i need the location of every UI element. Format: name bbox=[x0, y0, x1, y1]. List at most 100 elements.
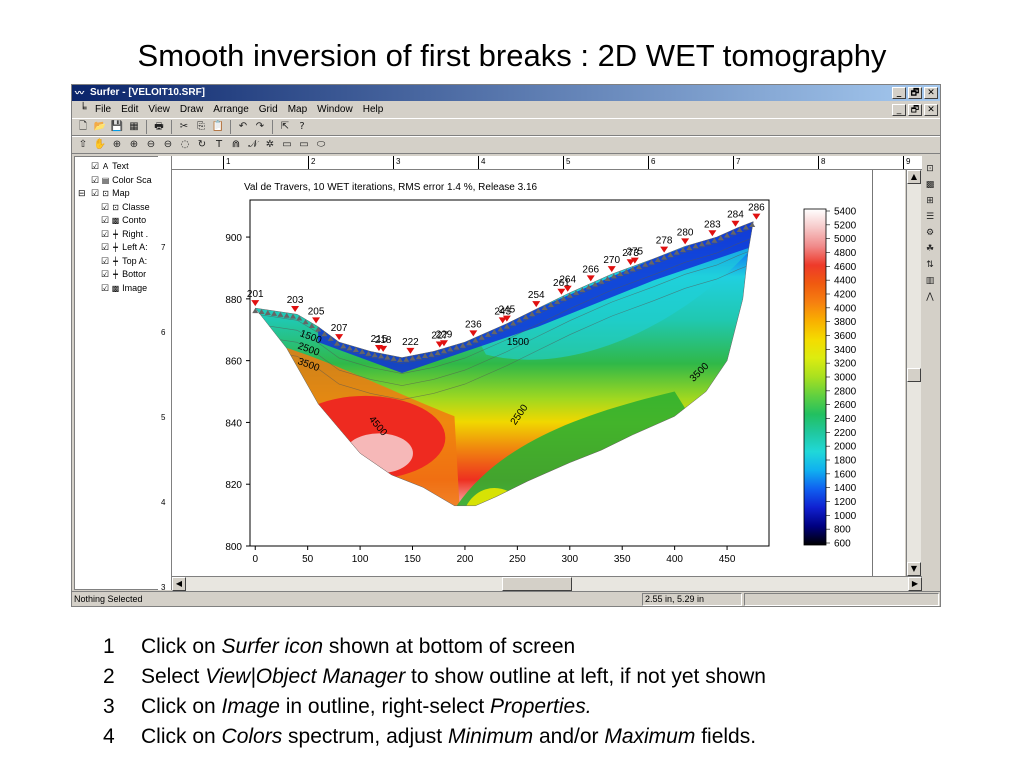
visibility-checkbox[interactable]: ☑ bbox=[101, 269, 110, 279]
menu-view[interactable]: View bbox=[148, 104, 170, 115]
zoom-page-icon[interactable]: ⊖ bbox=[163, 139, 173, 150]
window-titlebar[interactable]: 〰 Surfer - [VELOIT10.SRF] _ 🗗 ✕ bbox=[72, 85, 940, 101]
paste-icon[interactable]: 📋 bbox=[211, 121, 225, 132]
new-icon[interactable]: 🗋 bbox=[78, 121, 88, 132]
x-tick-label: 450 bbox=[719, 554, 736, 565]
post-map-icon[interactable]: ☰ bbox=[925, 212, 935, 222]
cut-icon[interactable]: ✂ bbox=[179, 121, 189, 132]
outline-item-image[interactable]: ☑ ▩ Image bbox=[101, 282, 147, 295]
restore-button[interactable]: 🗗 bbox=[908, 87, 922, 99]
menu-edit[interactable]: Edit bbox=[121, 104, 139, 115]
circle-icon[interactable]: ◌ bbox=[180, 139, 190, 150]
visibility-checkbox[interactable]: ☑ bbox=[101, 282, 110, 293]
zoom-out-icon[interactable]: ⊖ bbox=[146, 139, 156, 150]
ruler-label: 3 bbox=[396, 157, 401, 166]
scroll-up-arrow[interactable]: ▲ bbox=[907, 170, 921, 184]
open-icon[interactable]: 📂 bbox=[93, 121, 107, 132]
grid-node-icon[interactable]: ⊡ bbox=[926, 164, 934, 174]
outline-item-classe[interactable]: ☑ ⊡ Classe bbox=[101, 201, 150, 214]
copy-icon[interactable]: ⎘ bbox=[197, 121, 205, 132]
menu-help[interactable]: Help bbox=[362, 104, 384, 115]
plot-canvas[interactable]: Val de Travers, 10 WET iterations, RMS e… bbox=[172, 170, 905, 576]
shot-marker bbox=[708, 230, 717, 237]
menu-window[interactable]: Window bbox=[317, 104, 353, 115]
pan-icon[interactable]: ✋ bbox=[93, 139, 107, 150]
visibility-checkbox[interactable]: ☑ bbox=[101, 242, 110, 252]
visibility-checkbox[interactable]: ☑ bbox=[101, 201, 110, 212]
outline-item-bottor[interactable]: ☑ ┿ Bottor bbox=[101, 268, 146, 281]
shot-marker bbox=[439, 340, 448, 347]
redo-icon[interactable]: ↷ bbox=[255, 121, 265, 132]
symbol-icon[interactable]: ✲ bbox=[265, 139, 275, 150]
vector-map-icon[interactable]: ⇅ bbox=[926, 260, 934, 270]
select-icon[interactable]: ⇱ bbox=[280, 121, 290, 132]
ruler-label: 6 bbox=[651, 157, 656, 166]
help-icon[interactable]: ? bbox=[299, 121, 305, 132]
colorbar-spectrum[interactable] bbox=[803, 208, 827, 546]
geophone-marker bbox=[289, 313, 296, 319]
text-tool-icon[interactable]: T bbox=[215, 139, 223, 150]
colorbar-label: 600 bbox=[834, 539, 851, 550]
save-icon[interactable]: 💾 bbox=[110, 121, 124, 132]
close-button[interactable]: ✕ bbox=[924, 87, 938, 99]
ruler-label: 7 bbox=[161, 243, 166, 252]
visibility-checkbox[interactable]: ☑ bbox=[101, 215, 110, 225]
visibility-checkbox[interactable]: ☑ bbox=[101, 228, 110, 239]
rotate-icon[interactable]: ↻ bbox=[197, 139, 207, 150]
zoom-rect-icon[interactable]: ⊕ bbox=[129, 139, 139, 150]
horizontal-scroll-thumb[interactable] bbox=[502, 577, 572, 591]
minimize-button[interactable]: _ bbox=[892, 87, 906, 99]
zoom-in-icon[interactable]: ⊕ bbox=[112, 139, 122, 150]
menu-arrange[interactable]: Arrange bbox=[213, 104, 249, 115]
image-map-icon[interactable]: ⚙ bbox=[925, 228, 935, 238]
outline-item-text[interactable]: ☑ A Text bbox=[91, 160, 129, 173]
geophone-marker bbox=[434, 350, 441, 356]
scroll-down-arrow[interactable]: ▼ bbox=[907, 562, 921, 576]
menu-map[interactable]: Map bbox=[287, 104, 308, 115]
contour-map-icon[interactable]: ▩ bbox=[925, 180, 935, 190]
arrow-select-icon[interactable]: ⇧ bbox=[78, 139, 88, 150]
outline-item-top-a[interactable]: ☑ ┿ Top A: bbox=[101, 255, 147, 268]
visibility-checkbox[interactable]: ☑ bbox=[101, 255, 110, 266]
outline-item-color-sca[interactable]: ☑ ▤ Color Sca bbox=[91, 174, 152, 187]
print-icon[interactable]: 🖶 bbox=[154, 121, 164, 132]
grid-icon[interactable]: ▦ bbox=[129, 121, 139, 132]
visibility-checkbox[interactable]: ☑ bbox=[91, 174, 100, 185]
outline-item-left-a[interactable]: ☑ ┿ Left A: bbox=[101, 241, 148, 254]
horizontal-scrollbar[interactable]: ◀ ▶ bbox=[172, 576, 922, 591]
menu-grid[interactable]: Grid bbox=[258, 104, 278, 115]
surface-icon[interactable]: ⋀ bbox=[926, 292, 934, 302]
shaded-relief-icon[interactable]: ☘ bbox=[925, 244, 935, 254]
classed-post-icon[interactable]: ⊞ bbox=[926, 196, 934, 206]
doc-restore-button[interactable]: 🗗 bbox=[908, 104, 922, 116]
doc-minimize-button[interactable]: _ bbox=[892, 104, 906, 116]
outline-item-right[interactable]: ☑ ┿ Right . bbox=[101, 228, 148, 241]
outline-item-map[interactable]: ⊟ ☑ ⊡ Map bbox=[78, 187, 130, 200]
surfer-app-icon[interactable]: 〰 bbox=[75, 88, 85, 98]
scroll-right-arrow[interactable]: ▶ bbox=[908, 577, 922, 591]
document-icon[interactable]: ╘ bbox=[79, 103, 87, 114]
polyline-icon[interactable]: 𝒩 bbox=[248, 139, 258, 150]
tree-collapse-icon[interactable]: ⊟ bbox=[78, 188, 86, 198]
outline-item-conto[interactable]: ☑ ▩ Conto bbox=[101, 214, 146, 227]
menu-file[interactable]: File bbox=[95, 104, 112, 115]
undo-icon[interactable]: ↶ bbox=[238, 121, 248, 132]
vertical-scrollbar[interactable]: ▲ ▼ bbox=[906, 170, 921, 576]
menu-draw[interactable]: Draw bbox=[179, 104, 204, 115]
color-scale-bar[interactable]: 5400 5200 5000 4800 4600 4400 4200 4000 3800 3600… bbox=[803, 207, 857, 550]
rounded-rectangle-icon[interactable]: ▭ bbox=[299, 139, 309, 150]
doc-close-button[interactable]: ✕ bbox=[924, 104, 938, 116]
wireframe-icon[interactable]: ▥ bbox=[925, 276, 935, 286]
rectangle-icon[interactable]: ▭ bbox=[282, 139, 292, 150]
polygon-icon[interactable]: ⋒ bbox=[231, 139, 241, 150]
geophone-marker bbox=[535, 308, 542, 314]
scroll-left-arrow[interactable]: ◀ bbox=[172, 577, 186, 591]
ellipse-icon[interactable]: ⬭ bbox=[316, 139, 326, 150]
vertical-scroll-thumb[interactable] bbox=[907, 368, 921, 382]
ruler-tick bbox=[563, 156, 564, 169]
shot-marker bbox=[563, 285, 572, 292]
visibility-checkbox[interactable]: ☑ bbox=[91, 161, 100, 171]
geophone-marker bbox=[497, 326, 504, 332]
visibility-checkbox[interactable]: ☑ bbox=[91, 188, 100, 198]
toolbar-separator bbox=[272, 120, 273, 134]
